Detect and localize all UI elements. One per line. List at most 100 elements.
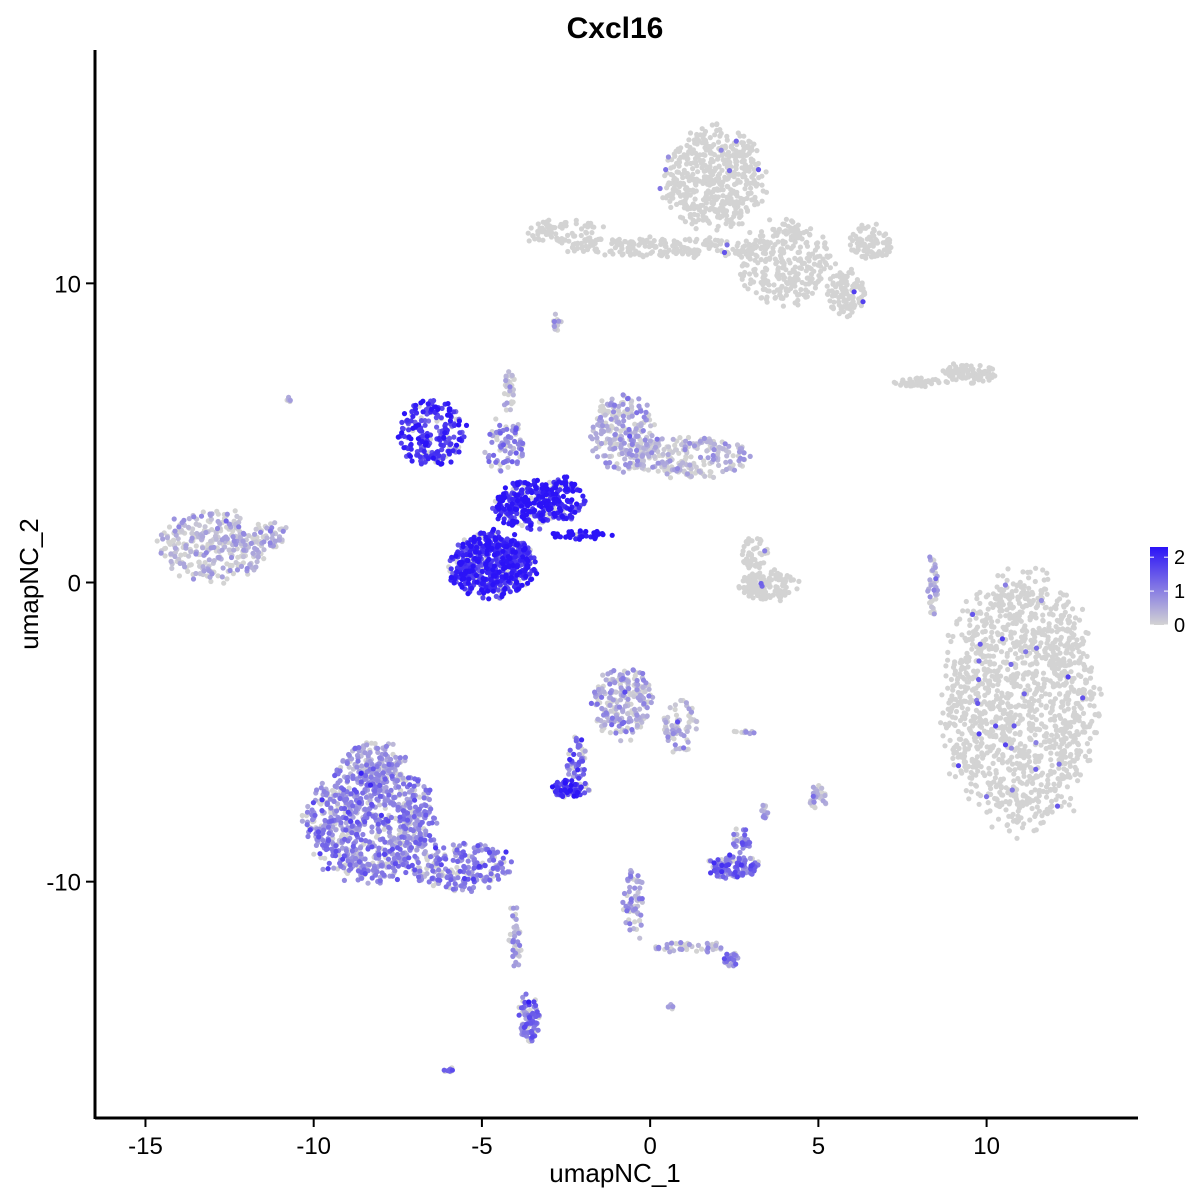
cell-point (1027, 601, 1033, 608)
cell-point (739, 140, 745, 146)
cell-point (640, 684, 646, 690)
cell-point (792, 283, 798, 289)
cell-point (634, 722, 641, 729)
cell-point (976, 648, 982, 654)
cell-point (988, 634, 994, 640)
cell-point (868, 242, 875, 248)
cell-point (662, 173, 668, 179)
cell-point (1009, 680, 1015, 686)
cell-point (771, 567, 778, 573)
cell-point (331, 865, 337, 871)
cell-point (702, 140, 709, 147)
cell-point (649, 433, 655, 439)
cell-point (983, 620, 990, 626)
cell-point (364, 742, 370, 748)
cell-point (1034, 688, 1040, 694)
cell-point (637, 885, 643, 891)
cell-point (887, 237, 893, 243)
cell-point (967, 727, 973, 734)
cell-point (644, 402, 650, 408)
cell-point (692, 196, 698, 202)
cell-point (712, 194, 719, 200)
cell-point (746, 138, 752, 144)
cell-point (1036, 808, 1042, 814)
cell-point (708, 159, 714, 166)
cell-point (1033, 726, 1039, 733)
cell-point (687, 247, 693, 253)
cell-point (746, 241, 752, 247)
cell-point (594, 454, 601, 460)
cell-point (1000, 624, 1006, 630)
cell-point (1074, 645, 1080, 651)
cell-point (712, 132, 718, 138)
cell-point (1028, 737, 1034, 743)
cell-point (1039, 813, 1045, 819)
cell-point (669, 723, 675, 729)
cell-point (1035, 630, 1041, 636)
cell-point (593, 237, 599, 243)
cell-point (819, 785, 825, 791)
cell-point (1070, 624, 1076, 630)
cell-point (823, 246, 830, 252)
cell-point (562, 237, 568, 243)
cell-point (748, 246, 754, 252)
cell-point (1024, 590, 1030, 597)
cell-point (707, 168, 713, 174)
cell-point (1053, 797, 1059, 803)
cell-point (631, 706, 638, 713)
cell-point (1087, 721, 1093, 727)
cell-point (983, 594, 989, 600)
cell-point (833, 284, 839, 290)
cell-point (859, 280, 865, 286)
cell-point (709, 122, 715, 128)
cell-point (414, 847, 420, 853)
cell-point (1033, 654, 1039, 660)
cell-point (975, 791, 981, 797)
cell-point (594, 435, 600, 441)
cell-point (755, 201, 761, 207)
cell-point (1058, 634, 1064, 641)
cell-point (1040, 567, 1046, 573)
cell-point (1058, 794, 1064, 800)
cell-point (714, 127, 720, 134)
cell-point (749, 571, 756, 577)
cell-point (842, 273, 848, 279)
cell-point (1069, 679, 1075, 685)
cell-point (1012, 651, 1019, 657)
cell-point (1080, 710, 1087, 717)
cell-point (590, 448, 596, 454)
cell-point (1034, 754, 1040, 761)
cell-point (1020, 703, 1026, 709)
cell-point (1000, 729, 1006, 735)
cell-point (745, 190, 751, 196)
cell-point (967, 622, 973, 629)
cell-point (1088, 696, 1094, 702)
cell-point (1015, 799, 1021, 806)
cell-point (668, 204, 674, 210)
cell-point (1022, 643, 1028, 649)
cell-point (646, 686, 652, 692)
cell-point (980, 654, 986, 660)
cell-point (945, 722, 952, 729)
cell-point (720, 446, 726, 452)
cell-point (1030, 675, 1036, 681)
cell-point (733, 826, 739, 832)
cell-point (960, 608, 966, 614)
cell-point (599, 705, 605, 712)
cell-point (696, 468, 702, 474)
cell-point (1022, 743, 1028, 750)
cell-point (1075, 752, 1082, 758)
cell-point (1076, 617, 1083, 623)
cell-point (1003, 716, 1009, 723)
cell-point (688, 211, 694, 218)
cell-point (718, 238, 725, 244)
cell-point (963, 638, 969, 644)
cell-point (700, 241, 707, 247)
cell-point (961, 710, 967, 716)
cell-point (715, 208, 721, 214)
cell-point (738, 208, 744, 214)
cell-point (679, 244, 685, 250)
cell-point (747, 256, 753, 262)
cell-point (806, 265, 813, 271)
cell-point (959, 705, 965, 711)
